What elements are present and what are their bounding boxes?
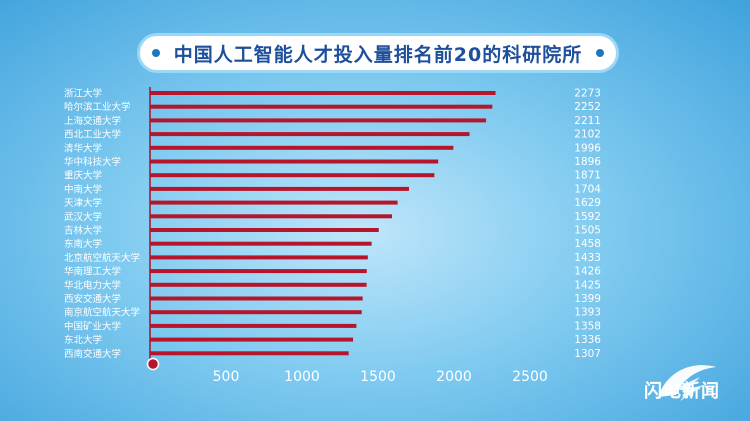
- category-label: 上海交通大学: [64, 115, 121, 127]
- bar: [150, 282, 367, 287]
- x-tick-label: 2500: [512, 369, 548, 385]
- value-label: 1704: [574, 183, 601, 195]
- value-label: 1358: [574, 320, 601, 332]
- bar: [150, 310, 362, 315]
- value-label: 1399: [574, 293, 601, 305]
- bar: [150, 159, 439, 164]
- bar: [150, 351, 349, 356]
- value-label: 2102: [574, 129, 601, 141]
- category-label: 西北工业大学: [64, 129, 121, 141]
- value-label: 1336: [574, 334, 601, 346]
- category-label: 华北电力大学: [64, 279, 121, 291]
- category-label: 武汉大学: [64, 211, 102, 223]
- category-label: 西南交通大学: [64, 348, 121, 360]
- x-tick-label: 1500: [360, 369, 396, 385]
- bar: [150, 269, 367, 274]
- x-tick-label: 1000: [284, 369, 320, 385]
- category-label: 浙江大学: [64, 88, 102, 100]
- bar: [150, 214, 392, 219]
- x-tick-label: 500: [213, 369, 240, 385]
- category-label: 华南理工大学: [64, 266, 121, 278]
- category-label: 天津大学: [64, 197, 102, 209]
- bar: [150, 323, 357, 328]
- category-label: 西安交通大学: [64, 293, 121, 305]
- value-label: 2211: [574, 115, 601, 127]
- value-label: 1896: [574, 156, 601, 168]
- value-label: 1871: [574, 170, 601, 182]
- value-label: 1307: [574, 348, 601, 360]
- bar: [150, 104, 493, 109]
- value-label: 2273: [574, 88, 601, 100]
- x-tick-label: 2000: [436, 369, 472, 385]
- title-banner: 中国人工智能人才投入量排名前20的科研院所: [140, 36, 616, 70]
- bar: [150, 132, 470, 137]
- bar: [150, 241, 372, 246]
- value-label: 1433: [574, 252, 601, 264]
- bar: [150, 255, 368, 260]
- value-label: 2252: [574, 101, 601, 113]
- bar: [150, 200, 398, 205]
- category-label: 清华大学: [64, 142, 102, 154]
- bar: [150, 186, 410, 191]
- value-label: 1458: [574, 238, 601, 250]
- axis-origin-marker: [146, 357, 160, 371]
- bar: [150, 228, 379, 232]
- category-label: 北京航空航天大学: [64, 252, 140, 264]
- category-label: 南京航空航天大学: [64, 307, 140, 319]
- category-label: 吉林大学: [64, 225, 102, 237]
- chart-title: 中国人工智能人才投入量排名前20的科研院所: [173, 43, 583, 66]
- value-label: 1426: [574, 266, 601, 278]
- value-label: 1996: [574, 142, 601, 154]
- category-label: 华中科技大学: [64, 156, 121, 168]
- value-label: 1393: [574, 307, 601, 319]
- bar: [150, 296, 363, 301]
- bar: [150, 118, 487, 123]
- brand-logo-text: 闪电新闻: [644, 381, 720, 402]
- bar: [150, 91, 496, 95]
- category-label: 中南大学: [64, 183, 102, 195]
- value-label: 1592: [574, 211, 601, 223]
- lightning-logo-icon: [658, 365, 716, 401]
- category-label: 哈尔滨工业大学: [64, 101, 131, 113]
- value-label: 1629: [574, 197, 601, 209]
- bar: [150, 173, 435, 178]
- category-label: 东南大学: [64, 238, 102, 250]
- category-label: 重庆大学: [64, 170, 102, 182]
- category-label: 东北大学: [64, 334, 102, 346]
- value-label: 1425: [574, 279, 601, 291]
- category-label: 中国矿业大学: [64, 320, 121, 332]
- banner-dot-left: [152, 49, 160, 57]
- banner-dot-right: [596, 49, 604, 57]
- value-label: 1505: [574, 225, 601, 237]
- bar: [150, 145, 454, 150]
- bar: [150, 337, 354, 342]
